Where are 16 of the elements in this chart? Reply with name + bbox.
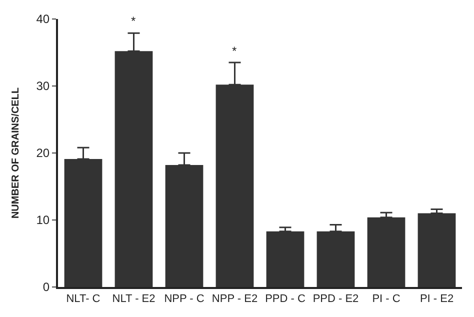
y-tick-label: 40: [36, 12, 50, 26]
y-axis-title: NUMBER OF GRAINS/CELL: [10, 87, 22, 219]
y-tick-label: 20: [36, 146, 50, 160]
x-tick-label: NLT - E2: [112, 293, 156, 306]
y-tick-label: 0: [42, 280, 50, 294]
annotation: *: [232, 44, 237, 58]
x-tick-label: NPP - C: [164, 293, 204, 306]
y-tick-label: 30: [36, 79, 50, 94]
x-tick-label: NPP - E2: [212, 293, 258, 306]
annotation: *: [131, 14, 136, 28]
x-tick-label: PI - E2: [420, 293, 454, 306]
x-tick-label: PPD - E2: [312, 293, 359, 306]
x-tick-label: PI - C: [372, 293, 400, 306]
x-tick-label: PPD - C: [265, 293, 306, 306]
y-tick-label: 10: [36, 213, 50, 228]
x-tick-label: NLT- C: [66, 293, 100, 306]
